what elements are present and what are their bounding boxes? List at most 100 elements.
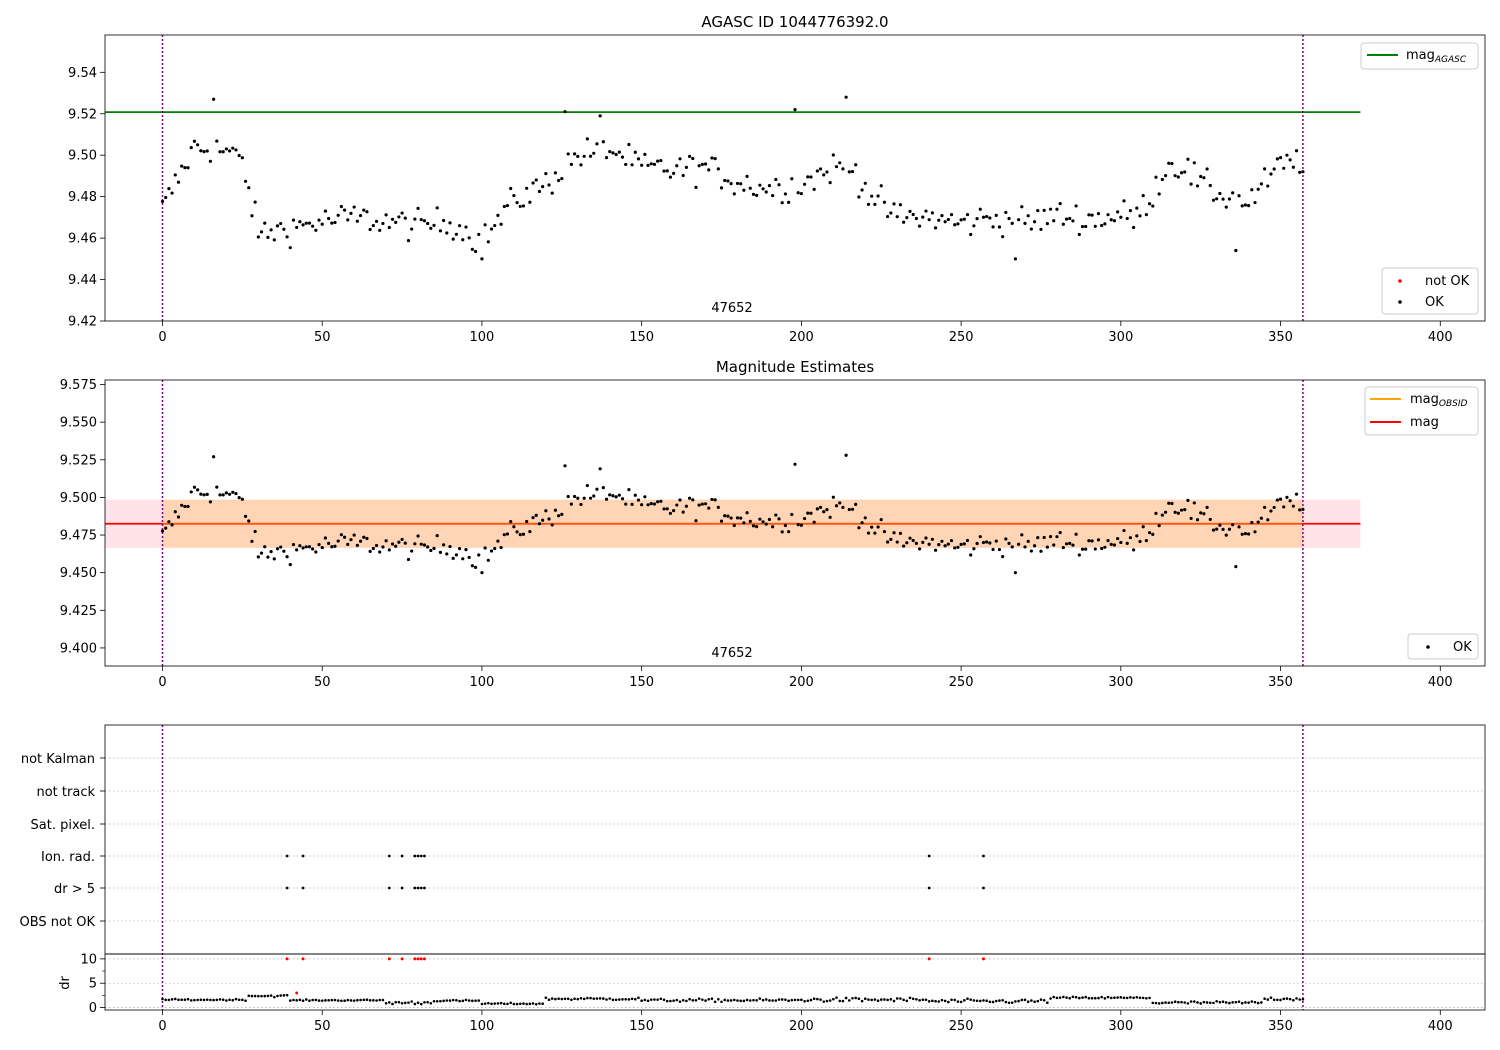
magnitude-point xyxy=(585,137,589,141)
magnitude-point xyxy=(582,154,586,158)
y-tick-label: 9.575 xyxy=(60,378,97,393)
dr-point xyxy=(867,998,870,1001)
magnitude-point xyxy=(275,547,280,551)
magnitude-point xyxy=(1103,545,1107,549)
y-tick-label: 9.450 xyxy=(60,566,97,581)
magnitude-point xyxy=(713,157,717,161)
magnitude-point xyxy=(844,95,848,99)
dr-point xyxy=(860,999,864,1003)
dr-point xyxy=(1087,996,1091,1000)
magnitude-point xyxy=(1141,525,1145,529)
magnitude-point xyxy=(1205,505,1209,509)
magnitude-point xyxy=(518,533,522,537)
dr-point xyxy=(879,998,883,1001)
magnitude-point xyxy=(943,544,947,548)
magnitude-point xyxy=(953,546,957,550)
dr-point xyxy=(1065,996,1068,999)
dr-point xyxy=(237,998,241,1002)
magnitude-point xyxy=(394,220,398,225)
magnitude-point xyxy=(569,162,573,166)
x-tick-label: 200 xyxy=(789,330,814,345)
dr-point xyxy=(624,997,627,1001)
magnitude-point xyxy=(180,164,184,168)
magnitude-point xyxy=(432,546,436,550)
magnitude-point xyxy=(735,181,740,186)
magnitude-point xyxy=(196,488,200,492)
magnitude-point xyxy=(1157,192,1161,196)
magnitude-point xyxy=(624,162,628,167)
magnitude-point xyxy=(397,215,401,219)
dr-point xyxy=(1269,996,1273,1000)
magnitude-point xyxy=(170,523,174,527)
magnitude-point xyxy=(186,166,190,170)
dr-point xyxy=(426,1000,429,1004)
magnitude-point xyxy=(432,223,436,227)
dr-point xyxy=(455,999,458,1002)
dr-point xyxy=(672,999,675,1002)
dr-point xyxy=(534,1002,538,1006)
dr-point xyxy=(528,1002,532,1006)
legend-marker-not-ok xyxy=(1398,279,1402,283)
magnitude-point xyxy=(598,467,602,471)
magnitude-point xyxy=(822,510,826,514)
dr-point xyxy=(503,1002,506,1006)
magnitude-point xyxy=(336,213,340,217)
x-tick-label: 150 xyxy=(629,1019,654,1034)
magnitude-point xyxy=(1234,565,1238,569)
dr-point xyxy=(870,998,873,1002)
magnitude-point xyxy=(1132,225,1136,230)
magnitude-point xyxy=(592,151,596,155)
legend-label-ok: OK xyxy=(1425,295,1444,310)
magnitude-point xyxy=(557,514,561,518)
magnitude-point xyxy=(381,545,385,549)
dr-point xyxy=(685,999,688,1003)
magnitude-point xyxy=(183,504,187,509)
magnitude-point xyxy=(371,546,375,551)
magnitude-point xyxy=(342,535,347,539)
magnitude-point xyxy=(751,192,756,196)
magnitude-point xyxy=(630,163,634,167)
dr-point xyxy=(413,1002,417,1006)
magnitude-point xyxy=(825,170,829,174)
magnitude-point xyxy=(914,216,918,221)
magnitude-point xyxy=(531,515,535,520)
dr-point xyxy=(320,999,324,1002)
magnitude-point xyxy=(438,229,443,233)
magnitude-point xyxy=(416,534,420,538)
magnitude-point xyxy=(595,487,599,491)
magnitude-point xyxy=(723,178,727,183)
magnitude-point xyxy=(247,519,251,523)
magnitude-point xyxy=(656,500,660,504)
dr-point xyxy=(729,999,733,1002)
magnitude-point xyxy=(212,97,216,101)
magnitude-point xyxy=(1179,508,1184,512)
magnitude-point xyxy=(512,194,516,198)
magnitude-point xyxy=(544,509,548,513)
dr-point xyxy=(787,999,790,1003)
magnitude-point xyxy=(1202,512,1206,516)
dr-tick-label: 5 xyxy=(89,977,97,992)
magnitude-point xyxy=(1109,542,1113,546)
magnitude-point xyxy=(1288,499,1292,503)
dr-point xyxy=(1119,996,1123,999)
magnitude-point xyxy=(1103,222,1107,226)
magnitude-point xyxy=(1243,531,1248,536)
dr-point xyxy=(1157,1002,1161,1005)
magnitude-point xyxy=(1077,232,1081,237)
magnitude-point xyxy=(1186,157,1190,161)
magnitude-point xyxy=(221,493,225,497)
dr-point xyxy=(1224,1001,1228,1004)
dr-point xyxy=(228,998,231,1002)
magnitude-point xyxy=(1205,167,1209,171)
magnitude-point xyxy=(413,217,417,221)
dr-point xyxy=(531,1002,535,1005)
magnitude-point xyxy=(1100,223,1104,228)
dr-point xyxy=(241,998,244,1002)
magnitude-point xyxy=(346,218,350,222)
dr-point xyxy=(522,1002,525,1005)
magnitude-point xyxy=(426,545,430,549)
magnitude-point xyxy=(1199,511,1203,515)
magnitude-point xyxy=(279,221,283,226)
dr-point xyxy=(755,999,758,1002)
dr-point xyxy=(618,998,621,1001)
